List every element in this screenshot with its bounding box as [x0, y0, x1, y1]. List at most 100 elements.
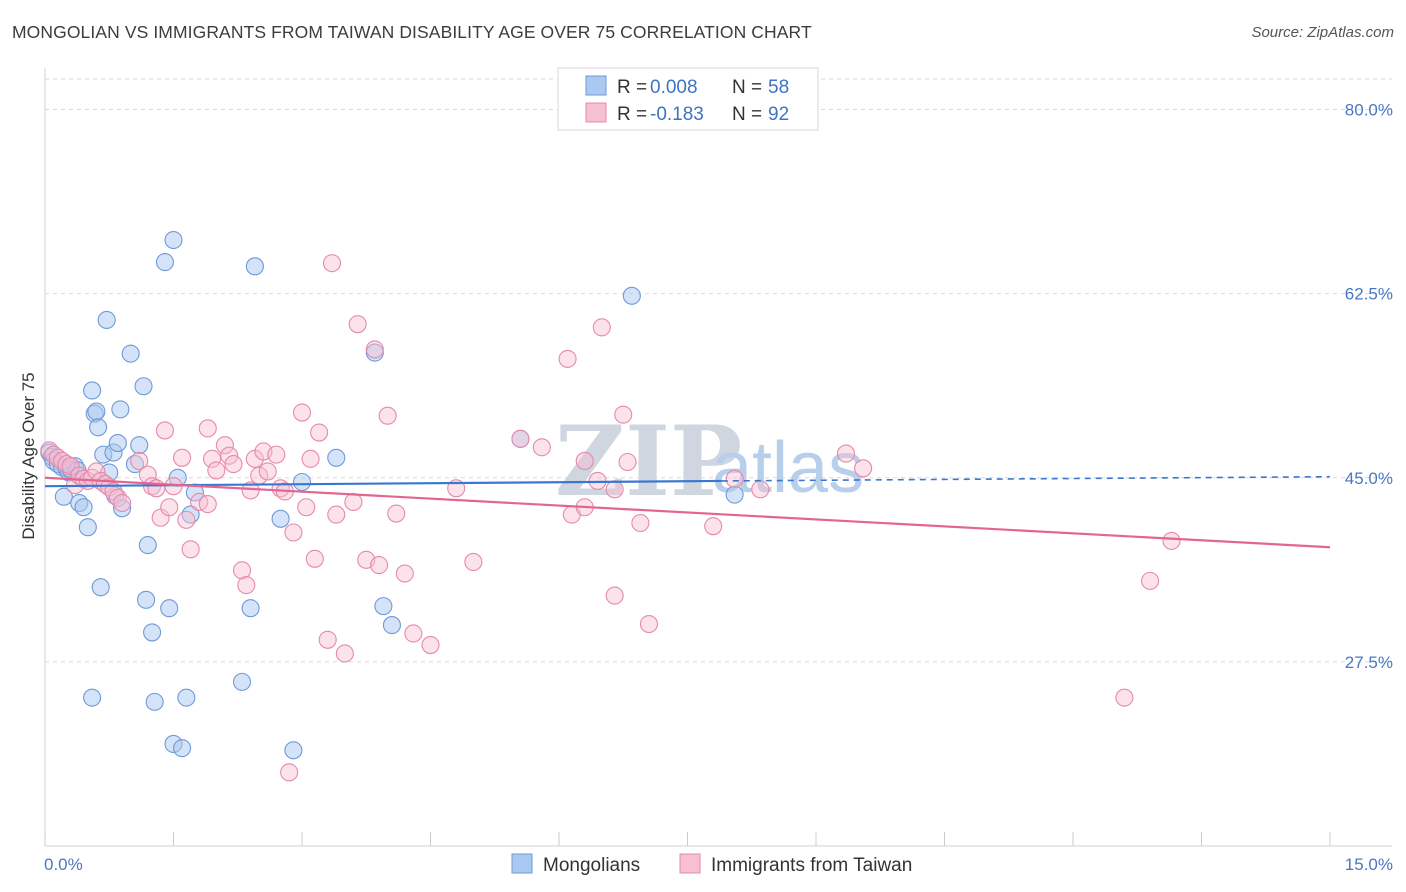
- chart-title: MONGOLIAN VS IMMIGRANTS FROM TAIWAN DISA…: [12, 22, 812, 42]
- y-tick-labels: 27.5% 45.0% 62.5% 80.0%: [1345, 101, 1393, 672]
- taiwan-point: [215, 436, 234, 455]
- mongolian-point: [271, 509, 290, 528]
- mongolian-point: [74, 498, 93, 517]
- taiwan-point: [464, 552, 483, 571]
- taiwan-point: [592, 318, 611, 337]
- bottom-legend-swatch-taiwan: [679, 853, 701, 874]
- taiwan-point: [854, 459, 873, 478]
- taiwan-point: [365, 340, 384, 359]
- taiwan-point: [177, 510, 196, 529]
- taiwan-point: [267, 445, 286, 464]
- y-tick-label: 62.5%: [1345, 285, 1393, 304]
- taiwan-point: [751, 480, 770, 499]
- legend-n-label-1: N =: [732, 104, 762, 125]
- taiwan-point: [1162, 531, 1181, 550]
- taiwan-point: [1141, 571, 1160, 590]
- taiwan-point: [284, 523, 303, 542]
- mongolian-point: [241, 599, 260, 618]
- taiwan-point: [605, 480, 624, 499]
- mongolian-point: [382, 616, 402, 635]
- taiwan-point: [297, 498, 316, 517]
- taiwan-points: [40, 254, 1181, 782]
- y-axis-label: Disability Age Over 75: [19, 372, 38, 539]
- taiwan-point: [348, 315, 367, 334]
- taiwan-point: [605, 586, 624, 605]
- mongolian-point: [155, 253, 174, 272]
- mongolian-point: [327, 448, 346, 467]
- taiwan-point: [532, 438, 551, 457]
- taiwan-point: [232, 561, 252, 580]
- y-tick-label: 45.0%: [1345, 469, 1393, 488]
- mongolian-trend-line: [44, 479, 722, 488]
- bottom-legend: Mongolians Immigrants from Taiwan: [511, 853, 912, 876]
- taiwan-point: [198, 419, 217, 438]
- taiwan-point: [181, 540, 200, 559]
- taiwan-point: [280, 763, 299, 782]
- taiwan-point: [160, 498, 179, 517]
- taiwan-point: [305, 549, 324, 568]
- mongolian-point: [83, 381, 102, 400]
- legend-r-value-1: -0.183: [650, 104, 704, 125]
- mongolian-point: [91, 578, 110, 597]
- taiwan-point: [147, 479, 166, 498]
- taiwan-point: [836, 444, 856, 463]
- mongolian-point: [113, 499, 132, 518]
- mongolian-point: [89, 418, 108, 437]
- legend-r-label-1: R =: [617, 104, 647, 125]
- mongolian-point: [97, 310, 116, 330]
- y-tick-label: 80.0%: [1345, 101, 1393, 120]
- taiwan-point: [1115, 688, 1134, 707]
- taiwan-point: [292, 403, 312, 422]
- source-label: Source: ZipAtlas.com: [1251, 24, 1394, 41]
- watermark: ZIP atlas: [555, 405, 864, 518]
- taiwan-point: [207, 461, 226, 480]
- mongolian-point: [54, 487, 73, 506]
- taiwan-point: [725, 469, 744, 488]
- legend-n-value-1: 92: [768, 104, 789, 125]
- taiwan-point: [220, 446, 239, 465]
- taiwan-point: [704, 517, 723, 536]
- mongolian-trend-extension: [721, 475, 1331, 482]
- mongolian-point: [138, 536, 157, 555]
- mongolian-point: [78, 518, 97, 537]
- legend-n-label-0: N =: [732, 77, 762, 98]
- mongolian-point: [108, 434, 127, 453]
- taiwan-point: [301, 449, 320, 468]
- legend-r-value-0: 0.008: [650, 77, 698, 98]
- taiwan-point: [639, 614, 659, 634]
- taiwan-point: [344, 492, 363, 512]
- mongolian-point: [622, 286, 641, 305]
- taiwan-point: [335, 644, 354, 663]
- mongolian-point: [177, 688, 196, 707]
- bottom-legend-mongolians: Mongolians: [543, 855, 640, 876]
- bottom-legend-taiwan: Immigrants from Taiwan: [711, 855, 912, 876]
- taiwan-point: [237, 576, 256, 595]
- taiwan-point: [378, 406, 397, 425]
- legend-r-label-0: R =: [617, 77, 647, 98]
- bottom-legend-swatch-mongolians: [511, 853, 533, 874]
- x-ticks: [44, 832, 1331, 846]
- legend-swatch-mongolians: [585, 75, 607, 96]
- legend-n-value-0: 58: [768, 77, 789, 98]
- mongolian-point: [130, 436, 149, 455]
- mongolian-point: [143, 623, 162, 642]
- mongolian-point: [168, 468, 187, 487]
- taiwan-point: [113, 493, 132, 513]
- taiwan-point: [130, 451, 149, 470]
- legend-swatch-taiwan: [585, 102, 607, 123]
- taiwan-point: [614, 405, 633, 424]
- mongolian-point: [134, 377, 153, 396]
- taiwan-point: [173, 448, 192, 467]
- mongolian-point: [87, 402, 106, 421]
- y-tick-label: 27.5%: [1345, 653, 1393, 672]
- mongolian-point: [111, 400, 130, 419]
- taiwan-point: [224, 455, 243, 474]
- taiwan-point: [198, 495, 217, 514]
- mongolian-point: [232, 672, 252, 691]
- taiwan-point: [370, 556, 389, 575]
- x-tick-label-max: 15.0%: [1345, 855, 1393, 874]
- mongolian-point: [374, 597, 393, 616]
- taiwan-point: [618, 452, 637, 472]
- taiwan-point: [404, 624, 423, 643]
